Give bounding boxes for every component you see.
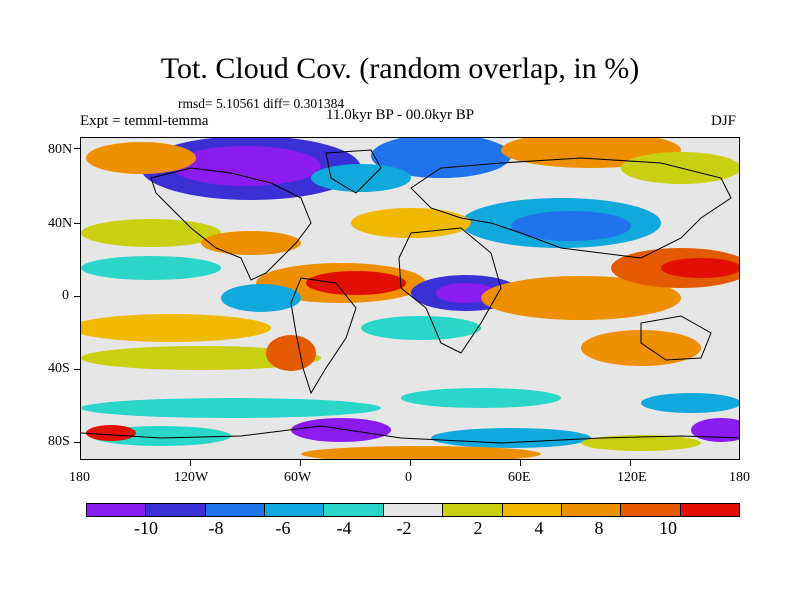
lat-label-0: 0 <box>62 288 69 303</box>
colorbar-segment <box>383 504 444 516</box>
colorbar-segment <box>87 504 147 516</box>
colorbar-label: 2 <box>473 518 483 538</box>
colorbar-label: 4 <box>534 518 544 538</box>
lon-label-60e: 60E <box>508 470 531 485</box>
stats-text: rmsd= 5.10561 diff= 0.301384 <box>178 96 345 111</box>
colorbar-label: -4 <box>336 518 352 538</box>
anomaly-field <box>81 138 739 459</box>
colorbar-segment <box>205 504 266 516</box>
lat-label-80s: 80S <box>48 434 70 449</box>
colorbar-segment <box>443 504 503 516</box>
colorbar-segment <box>324 504 384 516</box>
lat-label-40s: 40S <box>48 361 70 376</box>
colorbar-segment <box>265 504 325 516</box>
coastlines <box>81 149 739 444</box>
colorbar-label: -6 <box>275 518 291 538</box>
colorbar-label: -10 <box>134 518 158 538</box>
experiment-label: Expt = temml-temma <box>80 113 209 129</box>
lat-label-40n: 40N <box>48 216 73 231</box>
lon-label-180e: 180 <box>729 470 750 485</box>
colorbar-label: -8 <box>208 518 224 538</box>
lon-label-120w: 120W <box>174 470 209 485</box>
lon-label-60w: 60W <box>284 470 312 485</box>
lon-label-0: 0 <box>405 470 412 485</box>
colorbar-segment <box>146 504 206 516</box>
cloud-cover-map <box>80 137 740 460</box>
lon-label-180w: 180 <box>69 470 90 485</box>
period-text: 11.0kyr BP - 00.0kyr BP <box>326 107 475 123</box>
lat-label-80n: 80N <box>48 142 73 157</box>
season-label: DJF <box>711 113 737 129</box>
map-title: Tot. Cloud Cov. (random overlap, in %) <box>160 52 640 85</box>
map-canvas <box>81 138 739 459</box>
colorbar <box>86 503 740 517</box>
colorbar-segment <box>680 504 739 516</box>
colorbar-segment <box>561 504 622 516</box>
colorbar-label: 8 <box>594 518 604 538</box>
colorbar-segment <box>502 504 562 516</box>
colorbar-segment <box>621 504 681 516</box>
colorbar-label: 10 <box>659 518 677 538</box>
colorbar-label: -2 <box>396 518 412 538</box>
lon-label-120e: 120E <box>617 470 647 485</box>
